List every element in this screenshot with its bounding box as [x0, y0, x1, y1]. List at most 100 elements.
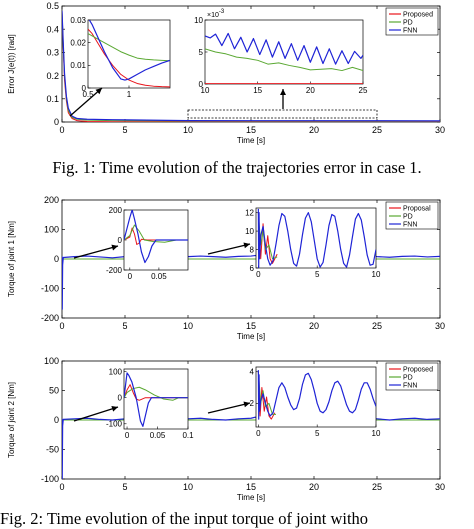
- torque1-xtick-label: 30: [435, 321, 445, 331]
- torque2-xtick-label: 10: [183, 482, 193, 492]
- error-inset-a-line-proposed: [88, 28, 170, 88]
- error-inset-b-ytick-label: 10: [194, 16, 203, 25]
- error-arrow-a: [69, 87, 103, 117]
- torque1-inset-a-xtick-label: 0.05: [151, 272, 167, 281]
- error-xtick-label: 20: [309, 125, 319, 135]
- torque1-xtick-label: 25: [372, 321, 382, 331]
- torque1-legend-label-pd: PD: [403, 214, 413, 221]
- torque1-inset-b-ytick-label: 8: [250, 245, 255, 254]
- torque2-legend-label-fnn: FNN: [403, 383, 417, 390]
- error-inset-b-ytick-label: 0: [199, 80, 204, 89]
- torque1-inset-a-ytick-label: 200: [109, 206, 123, 215]
- error-inset-a-ytick-label: 0.03: [70, 16, 86, 25]
- error-legend-label-fnn: FNN: [403, 28, 417, 35]
- torque1-inset-b-frame: [255, 207, 377, 269]
- torque1-xlabel: Time [s]: [237, 332, 265, 341]
- error-arrow-b-head: [280, 89, 286, 95]
- torque2-inset-a-line-proposed: [124, 384, 188, 401]
- torque2-inset-a-ytick-label: 100: [109, 367, 123, 376]
- torque1-xtick-label: 0: [59, 321, 64, 331]
- torque2-inset-a-line-fnn: [124, 372, 188, 427]
- error-ytick-label: 0: [54, 117, 59, 127]
- error-inset-a-ytick-label: 0: [82, 84, 87, 93]
- torque2-inset-a-ytick-label: 0: [118, 393, 123, 402]
- torque1-arrow-b: [207, 243, 251, 255]
- error-arrow-a-head: [95, 88, 102, 95]
- error-xlabel: Time [s]: [237, 136, 265, 145]
- torque1-ytick-label: 200: [44, 195, 59, 205]
- error-xtick-label: 30: [435, 125, 445, 135]
- error-inset-b-line-pd: [205, 48, 363, 72]
- torque2-xtick-label: 30: [435, 482, 445, 492]
- torque2-legend-label-pd: PD: [403, 375, 413, 382]
- torque1-inset-b-ytick-label: 6: [250, 264, 255, 273]
- torque2-ytick-label: -50: [46, 445, 59, 455]
- error-inset-b-xtick-label: 25: [359, 86, 368, 95]
- torque2-inset-b-ytick-label: 4: [250, 368, 255, 377]
- torque1-ytick-label: -100: [41, 284, 59, 294]
- error-inset-a-line-pd: [88, 33, 170, 62]
- torque1-legend-label-fnn: FNN: [403, 222, 417, 229]
- torque1-inset-a-ytick-label: 0: [118, 236, 123, 245]
- figure-1-caption: Fig. 1: Time evolution of the trajectori…: [52, 158, 422, 177]
- torque1-xtick-label: 15: [246, 321, 256, 331]
- torque1-inset-b-ytick-label: 10: [245, 227, 254, 236]
- torque2-inset-b-xtick-label: 10: [372, 429, 381, 438]
- torque2-ytick-label: 0: [54, 415, 59, 425]
- torque2-inset-b-xtick-label: 5: [315, 429, 320, 438]
- torque1-inset-b-ytick-label: 12: [245, 208, 254, 217]
- torque1-inset-a-xtick-label: 0: [128, 272, 133, 281]
- error-ytick-label: 0.5: [46, 1, 59, 11]
- error-ytick-label: 0.2: [46, 71, 59, 81]
- torque2-xlabel: Time [s]: [237, 493, 265, 502]
- torque1-inset-a-line-pd: [124, 224, 188, 243]
- torque2-xtick-label: 0: [59, 482, 64, 492]
- torque2-xtick-label: 25: [372, 482, 382, 492]
- torque1-inset-a-ytick-label: -200: [106, 266, 123, 275]
- torque1-ytick-label: -200: [41, 313, 59, 323]
- error-inset-b-line-fnn: [205, 32, 363, 65]
- torque1-inset-b-xtick-label: 0: [256, 270, 261, 279]
- torque1-inset-b-line-fnn: [257, 208, 376, 268]
- error-inset-a-ytick-label: 0.02: [70, 38, 86, 47]
- torque2-inset-a-frame: [123, 368, 189, 430]
- error-zoom-region: [187, 109, 378, 119]
- torque2-legend-label-proposed: Proposed: [403, 367, 433, 374]
- torque1-xtick-label: 10: [183, 321, 193, 331]
- torque2-inset-b-xtick-label: 0: [256, 429, 261, 438]
- error-xtick-label: 5: [122, 125, 127, 135]
- error-inset-a-line-fnn: [88, 20, 170, 81]
- error-legend-label-proposed: Proposed: [403, 12, 433, 19]
- torque2-inset-a-ytick-label: -100: [106, 420, 123, 429]
- torque2-inset-a-xtick-label: 0: [125, 431, 130, 440]
- error-xtick-label: 10: [183, 125, 193, 135]
- torque1-inset-a-line-fnn: [124, 210, 188, 264]
- torque2-xtick-label: 15: [246, 482, 256, 492]
- error-inset-b-exponent-power: -3: [219, 9, 225, 15]
- torque1-legend-label-proposal: Proposal: [403, 206, 431, 213]
- error-inset-b-exponent: ×10-3: [207, 9, 225, 19]
- torque2-xtick-label: 20: [309, 482, 319, 492]
- error-inset-b-xtick-label: 20: [306, 86, 315, 95]
- error-ylabel: Error J(e(t)) [rad]: [7, 34, 16, 94]
- error-inset-b-ytick-label: 5: [199, 48, 204, 57]
- torque2-inset-a-xtick-label: 0.1: [182, 431, 194, 440]
- error-inset-b-xtick-label: 15: [253, 86, 262, 95]
- torque1-xtick-label: 20: [309, 321, 319, 331]
- error-inset-b-xtick-label: 10: [201, 86, 210, 95]
- error-xtick-label: 25: [372, 125, 382, 135]
- error-xtick-label: 15: [246, 125, 256, 135]
- error-line-fnn: [62, 10, 440, 122]
- torque1-arrow-b-head: [243, 242, 250, 249]
- torque2-ytick-label: 50: [49, 386, 59, 396]
- torque1-ytick-label: 100: [44, 225, 59, 235]
- torque1-xtick-label: 5: [122, 321, 127, 331]
- torque1-ylabel: Torque of joint 1 [Nm]: [7, 221, 16, 297]
- torque2-ytick-label: 100: [44, 356, 59, 366]
- torque1-inset-b-xtick-label: 10: [372, 270, 381, 279]
- error-xtick-label: 0: [59, 125, 64, 135]
- error-inset-a-xtick-label: 1: [127, 90, 132, 99]
- torque2-ytick-label: -100: [41, 474, 59, 484]
- error-inset-b-exponent-base: ×10: [207, 12, 219, 19]
- error-inset-a-frame: [87, 19, 171, 89]
